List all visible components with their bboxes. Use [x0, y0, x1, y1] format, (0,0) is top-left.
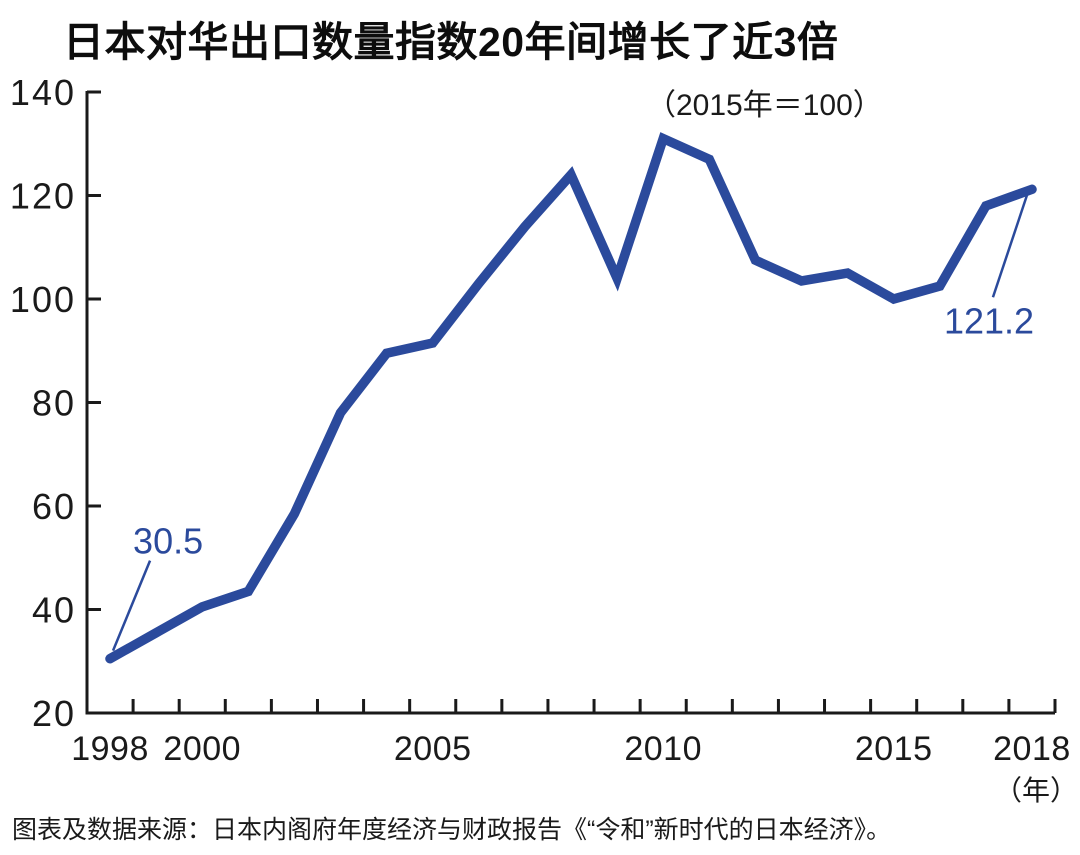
y-tick-label: 60: [32, 486, 76, 527]
y-tick-label: 100: [10, 279, 76, 320]
chart-subtitle: （2015年＝100）: [646, 89, 883, 122]
x-tick-label: 2005: [394, 730, 472, 768]
callout-line: [991, 191, 1030, 298]
x-tick-label: 2018: [993, 730, 1071, 768]
y-tick-label: 20: [32, 693, 76, 734]
y-tick-label: 120: [10, 176, 76, 217]
chart-svg: 20 40 60 80 100 120 140 1998 2000 2005 2010 2015 201…: [10, 72, 1078, 806]
callout-line: [111, 560, 152, 652]
x-tick-label: 2010: [624, 730, 702, 768]
data-line: [105, 132, 1037, 664]
x-unit-label: （年）: [994, 775, 1078, 806]
chart-title: 日本对华出口数量指数20年间增长了近3倍: [63, 19, 839, 65]
x-tick-label: 2000: [163, 730, 241, 768]
x-tick-label: 2015: [855, 730, 933, 768]
value-label: 121.2: [944, 300, 1034, 341]
y-tick-label: 40: [32, 590, 76, 631]
source-note: 图表及数据来源：日本内阁府年度经济与财政报告《“令和”新时代的日本经济》。: [12, 816, 892, 844]
x-tick-label: 1998: [71, 730, 149, 768]
y-tick-label: 140: [10, 72, 76, 113]
value-label: 30.5: [133, 521, 203, 562]
y-tick-label: 80: [32, 383, 76, 424]
